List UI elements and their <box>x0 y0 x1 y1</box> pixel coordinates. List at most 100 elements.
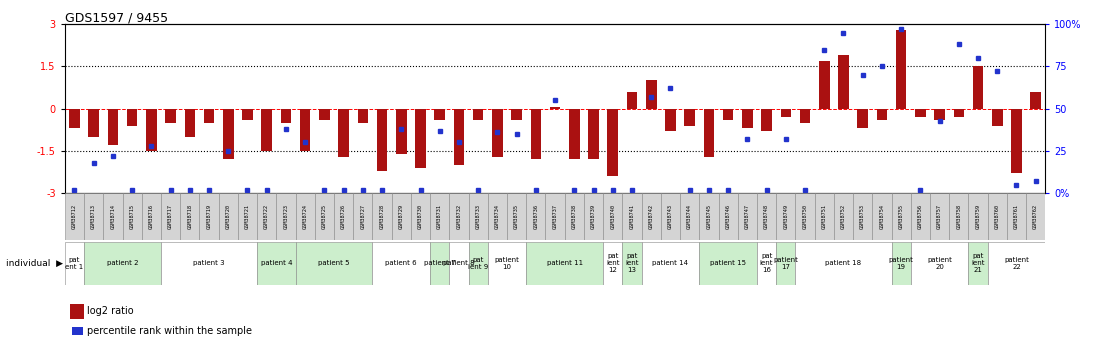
Bar <box>954 109 964 117</box>
Text: GSM38751: GSM38751 <box>822 204 826 229</box>
Text: GSM38719: GSM38719 <box>207 204 211 229</box>
Text: GSM38728: GSM38728 <box>379 204 385 229</box>
Bar <box>295 193 315 240</box>
Bar <box>738 193 757 240</box>
Text: patient
22: patient 22 <box>1004 257 1029 269</box>
Text: GSM38733: GSM38733 <box>475 204 481 229</box>
Bar <box>449 241 468 285</box>
Text: patient 5: patient 5 <box>319 260 350 266</box>
Bar <box>257 241 295 285</box>
Bar <box>69 109 79 128</box>
Text: patient
17: patient 17 <box>774 257 798 269</box>
Bar <box>565 193 584 240</box>
Text: GSM38759: GSM38759 <box>976 204 980 229</box>
Bar <box>776 193 795 240</box>
Bar <box>623 241 642 285</box>
Bar <box>219 193 238 240</box>
Bar <box>126 109 138 126</box>
Bar <box>646 80 656 109</box>
Text: patient
19: patient 19 <box>889 257 913 269</box>
Bar <box>795 241 891 285</box>
Bar <box>435 109 445 120</box>
Bar <box>911 241 968 285</box>
Bar <box>161 193 180 240</box>
Bar <box>627 92 637 109</box>
Bar <box>468 241 487 285</box>
Bar <box>161 241 257 285</box>
Bar <box>911 193 930 240</box>
Bar <box>858 109 868 128</box>
Bar <box>339 109 349 157</box>
Bar <box>222 109 234 159</box>
Text: GSM38757: GSM38757 <box>937 204 942 229</box>
Bar <box>165 109 176 123</box>
Text: GSM38726: GSM38726 <box>341 204 347 229</box>
Text: GSM38732: GSM38732 <box>456 204 462 229</box>
Text: GSM38742: GSM38742 <box>648 204 654 229</box>
Bar <box>723 109 733 120</box>
Bar <box>915 109 926 117</box>
Bar <box>353 193 372 240</box>
Bar <box>776 241 795 285</box>
Bar <box>546 193 565 240</box>
Bar <box>511 109 522 120</box>
Text: GSM38747: GSM38747 <box>745 204 750 229</box>
Bar <box>642 193 661 240</box>
Text: GSM38712: GSM38712 <box>72 204 77 229</box>
Bar <box>699 241 757 285</box>
Text: GSM38738: GSM38738 <box>571 204 577 229</box>
Bar <box>1007 193 1026 240</box>
Bar <box>415 109 426 168</box>
Bar <box>992 109 1003 126</box>
Bar <box>391 193 411 240</box>
Text: GSM38746: GSM38746 <box>726 204 731 229</box>
Text: patient 6: patient 6 <box>386 260 417 266</box>
Bar <box>334 193 353 240</box>
Text: patient 18: patient 18 <box>825 260 862 266</box>
Bar <box>987 193 1007 240</box>
Bar <box>719 193 738 240</box>
Bar <box>492 109 503 157</box>
Bar <box>199 193 219 240</box>
Bar <box>203 109 215 123</box>
Bar <box>123 193 142 240</box>
Bar <box>1026 193 1045 240</box>
Text: GSM38714: GSM38714 <box>111 204 115 229</box>
Text: patient 2: patient 2 <box>107 260 139 266</box>
Bar <box>973 66 984 109</box>
Text: log2 ratio: log2 ratio <box>87 306 134 316</box>
Bar <box>358 109 368 123</box>
Bar <box>757 193 776 240</box>
Bar <box>262 109 272 151</box>
Text: GSM38735: GSM38735 <box>514 204 519 229</box>
Text: GSM38724: GSM38724 <box>303 204 307 229</box>
Bar <box>968 241 987 285</box>
Bar <box>877 109 888 120</box>
Text: patient 7: patient 7 <box>424 260 455 266</box>
Bar <box>757 241 776 285</box>
Text: GSM38725: GSM38725 <box>322 204 326 229</box>
Text: GSM38753: GSM38753 <box>860 204 865 229</box>
Text: GSM38749: GSM38749 <box>784 204 788 229</box>
Bar <box>527 241 603 285</box>
Bar <box>896 30 907 109</box>
Bar <box>430 193 449 240</box>
Bar <box>84 241 161 285</box>
Bar <box>935 109 945 120</box>
Text: GSM38750: GSM38750 <box>803 204 807 229</box>
Bar <box>184 109 196 137</box>
Bar <box>853 193 872 240</box>
Text: GSM38762: GSM38762 <box>1033 204 1039 229</box>
Bar <box>142 193 161 240</box>
Bar <box>372 241 430 285</box>
Bar <box>838 55 849 109</box>
Text: patient
20: patient 20 <box>927 257 953 269</box>
Text: patient 11: patient 11 <box>547 260 582 266</box>
Bar <box>65 193 84 240</box>
Text: GSM38722: GSM38722 <box>264 204 269 229</box>
Text: GSM38720: GSM38720 <box>226 204 230 229</box>
Bar <box>968 193 987 240</box>
Bar <box>468 193 487 240</box>
Text: pat
ient
12: pat ient 12 <box>606 253 619 273</box>
Text: pat
ient
21: pat ient 21 <box>972 253 985 273</box>
